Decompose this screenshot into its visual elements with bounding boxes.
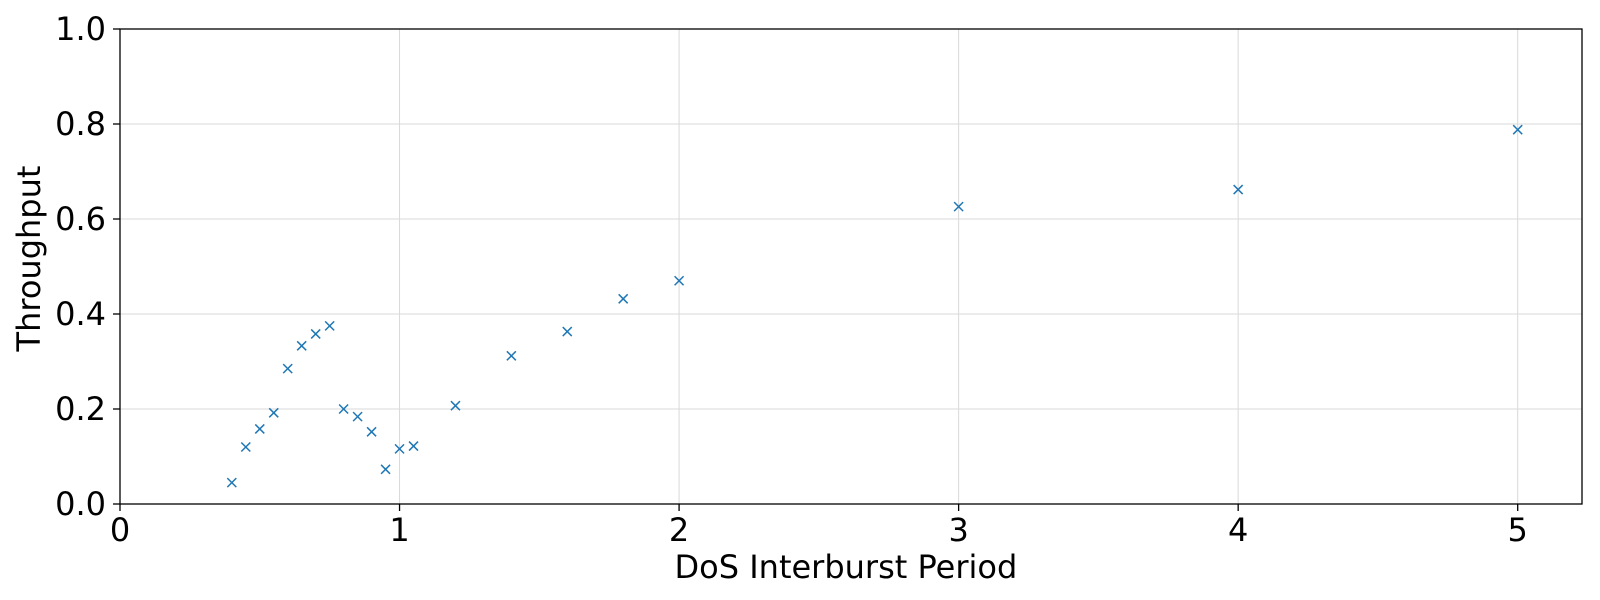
x-axis-label: DoS Interburst Period: [675, 548, 1018, 586]
data-point: [338, 403, 349, 415]
data-point: [254, 423, 265, 434]
x-tick-label: 0: [110, 511, 130, 549]
data-points: [226, 124, 1523, 488]
y-tick-label: 0.0: [55, 485, 106, 523]
data-point: [324, 320, 335, 331]
y-axis-label: Throughput: [10, 166, 48, 353]
data-point: [408, 441, 419, 452]
y-tick-label: 0.6: [55, 200, 106, 238]
data-point: [310, 328, 321, 339]
data-point: [1512, 124, 1523, 135]
data-point: [674, 275, 685, 286]
data-point: [240, 441, 251, 453]
data-point: [226, 477, 237, 488]
x-tick-label: 3: [948, 511, 968, 549]
x-tick-label: 1: [389, 511, 409, 549]
data-point: [450, 400, 461, 411]
x-tick-label: 2: [669, 511, 689, 549]
data-point: [296, 340, 307, 351]
data-point: [282, 363, 293, 374]
data-point: [366, 426, 377, 437]
y-tick-label: 0.2: [55, 390, 106, 428]
data-point: [506, 350, 517, 361]
y-tick-label: 1.0: [55, 10, 106, 48]
data-point: [562, 326, 573, 337]
data-point: [380, 464, 391, 475]
x-tick-label: 5: [1508, 511, 1528, 549]
y-tick-label: 0.8: [55, 105, 106, 143]
x-tick-label: 4: [1228, 511, 1248, 549]
axis-ticks: 0 1 2 3 4 5 0.0 0.2 0.4 0.6 0.8 1.0: [55, 10, 1528, 549]
plot-frame: [119, 28, 1583, 505]
data-point: [268, 407, 279, 418]
data-point: [394, 443, 405, 454]
data-point: [618, 293, 629, 304]
data-point: [953, 201, 964, 212]
data-point: [352, 411, 363, 422]
grid: [119, 28, 1582, 505]
y-tick-label: 0.4: [55, 295, 106, 333]
data-point: [1233, 184, 1244, 195]
